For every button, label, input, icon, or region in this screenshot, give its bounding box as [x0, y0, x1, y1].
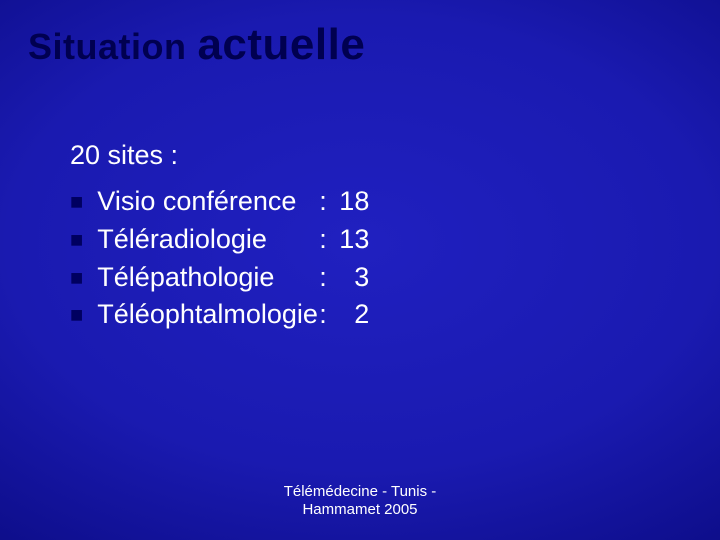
list-item: ■ Visio conférence : 18: [70, 183, 369, 221]
item-value: 2: [339, 296, 369, 334]
footer: Télémédecine - Tunis - Hammamet 2005: [0, 483, 720, 521]
bullet-list: ■ Visio conférence : 18 ■ Téléradiologie…: [70, 183, 369, 334]
footer-line-1: Télémédecine - Tunis -: [0, 483, 720, 502]
item-value: 18: [339, 183, 369, 221]
content-block: 20 sites : ■ Visio conférence : 18 ■ Tél…: [70, 140, 369, 334]
list-item: ■ Téléophtalmologie : 2: [70, 296, 369, 334]
item-label: Visio conférence: [97, 183, 319, 221]
item-label: Téléradiologie: [97, 221, 319, 259]
list-item: ■ Télépathologie : 3: [70, 259, 369, 297]
item-label: Télépathologie: [97, 259, 319, 297]
title-word-1: Situation: [28, 26, 186, 67]
square-bullet-icon: ■: [70, 263, 83, 297]
item-colon: :: [319, 296, 339, 334]
square-bullet-icon: ■: [70, 187, 83, 221]
footer-line-2: Hammamet 2005: [0, 501, 720, 520]
item-colon: :: [319, 259, 339, 297]
item-value: 3: [339, 259, 369, 297]
content-heading: 20 sites :: [70, 140, 369, 171]
item-value: 13: [339, 221, 369, 259]
item-label: Téléophtalmologie: [97, 296, 319, 334]
item-colon: :: [319, 183, 339, 221]
slide: Situation actuelle 20 sites : ■ Visio co…: [0, 0, 720, 540]
slide-title: Situation actuelle: [28, 20, 365, 70]
item-colon: :: [319, 221, 339, 259]
square-bullet-icon: ■: [70, 300, 83, 334]
square-bullet-icon: ■: [70, 225, 83, 259]
title-word-2: actuelle: [197, 20, 365, 69]
list-item: ■ Téléradiologie : 13: [70, 221, 369, 259]
